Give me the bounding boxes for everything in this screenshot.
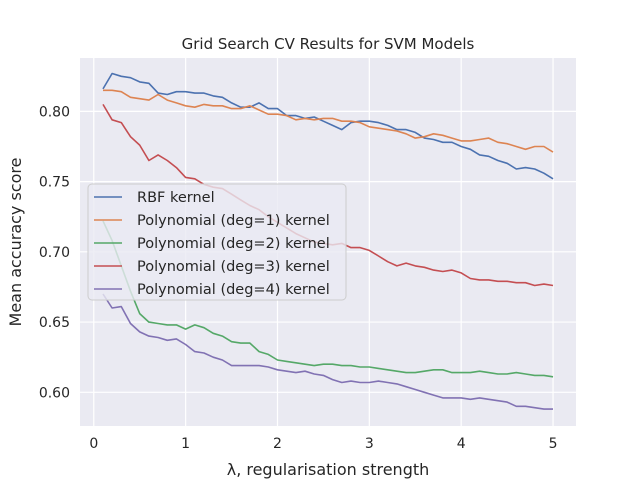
legend-box xyxy=(87,183,347,301)
y-tick-label: 0.70 xyxy=(39,245,70,261)
y-tick-label: 0.75 xyxy=(39,175,70,191)
y-tick-labels: 0.60 0.65 0.70 0.75 0.80 xyxy=(39,104,70,401)
x-axis-label: λ, regularisation strength xyxy=(227,460,430,479)
series-line-2 xyxy=(102,220,554,378)
x-tick-label: 3 xyxy=(365,436,374,452)
x-tick-label: 0 xyxy=(89,436,98,452)
y-tick-label: 0.80 xyxy=(39,104,70,120)
series-line-0 xyxy=(102,72,554,180)
x-tick-labels: 0 1 2 3 4 5 xyxy=(89,436,557,452)
chart-title: Grid Search CV Results for SVM Models xyxy=(182,35,475,53)
x-tick-label: 1 xyxy=(181,436,190,452)
y-axis-label: Mean accuracy score xyxy=(6,158,25,327)
x-tick-label: 4 xyxy=(457,436,466,452)
legend-label: Polynomial (deg=4) kernel xyxy=(137,282,330,298)
x-tick-label: 2 xyxy=(273,436,282,452)
legend-label: Polynomial (deg=3) kernel xyxy=(137,259,330,275)
legend-label: Polynomial (deg=2) kernel xyxy=(137,236,330,252)
series-line-4 xyxy=(102,293,553,410)
y-tick-label: 0.60 xyxy=(39,385,70,401)
legend-label: Polynomial (deg=1) kernel xyxy=(137,213,330,229)
legend: RBF kernel Polynomial (deg=1) kernel Polyn… xyxy=(87,183,347,301)
x-tick-label: 5 xyxy=(549,436,558,452)
legend-label: RBF kernel xyxy=(137,190,215,206)
y-tick-label: 0.65 xyxy=(39,315,70,331)
series-line-1 xyxy=(103,89,554,153)
